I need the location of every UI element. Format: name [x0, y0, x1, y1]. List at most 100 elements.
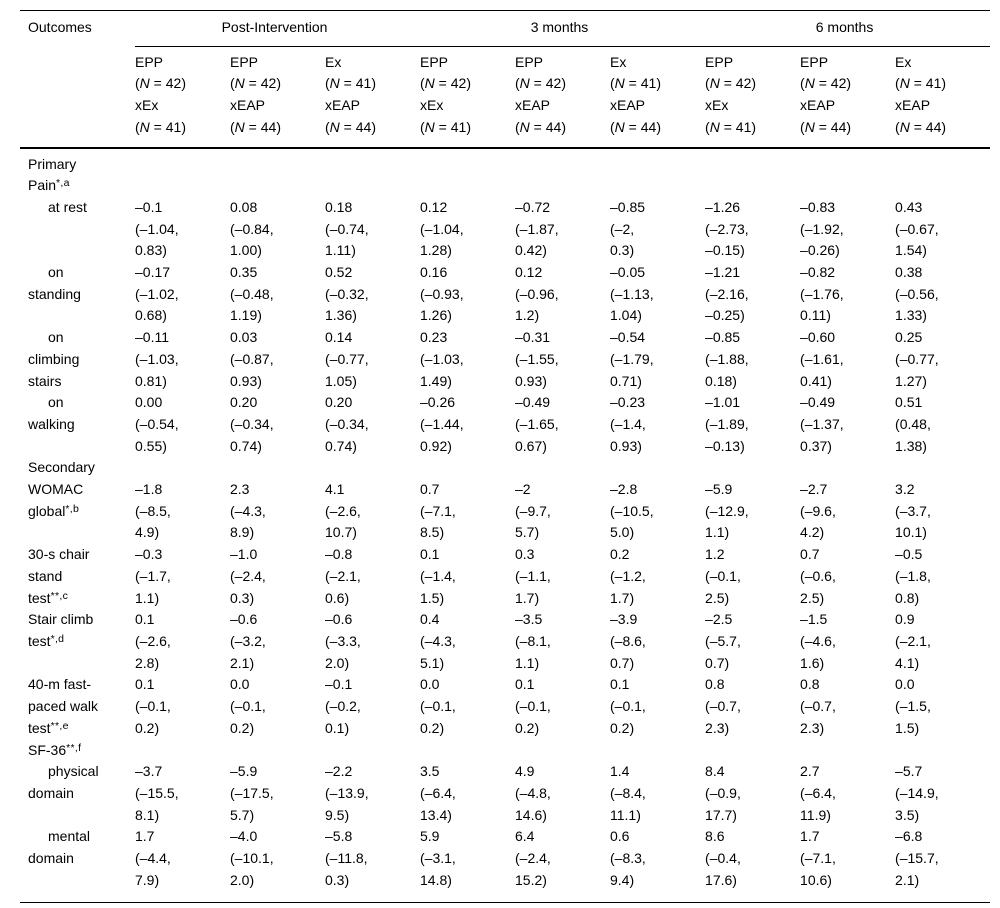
column-header-6: Ex (N = 41) xEAP (N = 44) [610, 46, 706, 149]
footnote-marker: **,e [50, 719, 69, 732]
estimate-cell-r4-c6: –0.05 (–1.13, 1.04) [610, 264, 654, 324]
n-variable: N [234, 118, 245, 135]
estimate-cell-r14-c4: 5.9 (–3.1, 14.8) [420, 828, 456, 888]
estimate-cell-r9-c1: –0.3 (–1.7, 1.1) [135, 546, 171, 606]
estimate-cell-r11-c8: 0.8 (–0.7, 2.3) [800, 676, 836, 736]
footnote-marker: **,f [66, 741, 82, 754]
estimate-cell-r9-c7: 1.2 (–0.1, 2.5) [705, 546, 741, 606]
n-variable: N [804, 75, 815, 92]
estimate-cell-r14-c7: 8.6 (–0.4, 17.6) [705, 828, 741, 888]
estimate-cell-r13-c1: –3.7 (–15.5, 8.1) [135, 763, 179, 823]
outcomes-table: Outcomes Post-Intervention 3 months 6 mont… [20, 10, 991, 904]
estimate-cell-r3-c5: –0.72 (–1.87, 0.42) [515, 198, 559, 259]
estimate-cell-r13-c6: 1.4 (–8.4, 11.1) [610, 763, 646, 823]
estimate-cell-r6-c9: 0.51 (0.48, 1.38) [895, 394, 931, 454]
estimate-cell-r8-c1: –1.8 (–8.5, 4.9) [135, 481, 171, 541]
row-label: WOMAC global*,b [28, 481, 84, 519]
estimate-cell-r8-c6: –2.8 (–10.5, 5.0) [610, 481, 654, 541]
n-variable: N [899, 75, 910, 92]
estimate-cell-r5-c8: –0.60 (–1.61, 0.41) [800, 329, 844, 389]
estimate-cell-r11-c3: –0.1 (–0.2, 0.1) [325, 676, 361, 736]
estimate-cell-r10-c3: –0.6 (–3.3, 2.0) [325, 611, 361, 671]
column-header-3: Ex (N = 41) xEAP (N = 44) [325, 46, 420, 149]
column-header-5: EPP (N = 42) xEAP (N = 44) [515, 46, 610, 149]
column-header-2: EPP (N = 42) xEAP (N = 44) [230, 46, 325, 149]
estimate-cell-r5-c7: –0.85 (–1.88, 0.18) [705, 329, 749, 389]
estimate-cell-r14-c1: 1.7 (–4.4, 7.9) [135, 828, 171, 888]
empty-cell [135, 175, 990, 197]
estimate-cell-r9-c2: –1.0 (–2.4, 0.3) [230, 546, 266, 606]
n-variable: N [424, 75, 435, 92]
column-header-4: EPP (N = 42) xEx (N = 41) [420, 46, 515, 149]
column-header-1: EPP (N = 42) xEx (N = 41) [135, 46, 230, 149]
table-row: 40-m fast- paced walk test**,e 0.1 (–0.1,… [20, 674, 990, 739]
estimate-cell-r5-c6: –0.54 (–1.79, 0.71) [610, 329, 654, 389]
n-variable: N [139, 75, 150, 92]
estimate-cell-r9-c4: 0.1 (–1.4, 1.5) [420, 546, 456, 606]
spanner-header-2: 3 months [420, 10, 706, 47]
column-header-8: EPP (N = 42) xEAP (N = 44) [800, 46, 896, 149]
table-row: on walking 0.00 (–0.54, 0.55) 0.20 (–0.34,… [20, 392, 990, 457]
estimate-cell-r4-c1: –0.17 (–1.02, 0.68) [135, 264, 179, 324]
estimate-cell-r14-c5: 6.4 (–2.4, 15.2) [515, 828, 551, 888]
footnote-marker: *,b [65, 502, 80, 515]
empty-cell [135, 148, 990, 176]
estimate-cell-r5-c9: 0.25 (–0.77, 1.27) [895, 329, 939, 389]
estimate-cell-r5-c5: –0.31 (–1.55, 0.93) [515, 329, 559, 389]
estimate-cell-r13-c5: 4.9 (–4.8, 14.6) [515, 763, 551, 823]
section-row: Primary [20, 148, 990, 176]
spanner-header-3: 6 months [705, 10, 991, 47]
estimate-cell-r3-c8: –0.83 (–1.92, –0.26) [800, 198, 844, 259]
estimate-cell-r14-c9: –6.8 (–15.7, 2.1) [895, 828, 939, 888]
spanner-header-row: Outcomes Post-Intervention 3 months 6 mont… [20, 10, 991, 149]
estimate-cell-r10-c8: –1.5 (–4.6, 1.6) [800, 611, 836, 671]
empty-cell [135, 740, 990, 762]
estimate-cell-r3-c7: –1.26 (–2.73, –0.15) [705, 198, 749, 259]
estimate-cell-r9-c8: 0.7 (–0.6, 2.5) [800, 546, 836, 606]
estimate-cell-r10-c5: –3.5 (–8.1, 1.1) [515, 611, 551, 671]
n-variable: N [139, 118, 150, 135]
table-row: physical domain –3.7 (–15.5, 8.1) –5.9 (–1… [20, 761, 990, 826]
estimate-cell-r8-c5: –2 (–9.7, 5.7) [515, 481, 551, 541]
estimate-cell-r4-c5: 0.12 (–0.96, 1.2) [515, 264, 559, 324]
estimate-cell-r8-c8: –2.7 (–9.6, 4.2) [800, 481, 836, 541]
estimate-cell-r11-c2: 0.0 (–0.1, 0.2) [230, 676, 266, 736]
estimate-cell-r3-c4: 0.12 (–1.04, 1.28) [420, 198, 464, 259]
estimate-cell-r4-c9: 0.38 (–0.56, 1.33) [895, 264, 939, 324]
table-row: Stair climb test*,d 0.1 (–2.6, 2.8) –0.6 (… [20, 609, 990, 674]
group-header-row: EPP (N = 42) xEx (N = 41) EPP (N = 42) xE… [20, 46, 991, 149]
estimate-cell-r6-c6: –0.23 (–1.4, 0.93) [610, 394, 646, 454]
estimate-cell-r10-c7: –2.5 (–5.7, 0.7) [705, 611, 741, 671]
estimate-cell-r6-c3: 0.20 (–0.34, 0.74) [325, 394, 369, 454]
estimate-cell-r11-c5: 0.1 (–0.1, 0.2) [515, 676, 551, 736]
estimate-cell-r6-c4: –0.26 (–1.44, 0.92) [420, 394, 464, 454]
table-row: 30-s chair stand test**,c –0.3 (–1.7, 1.1… [20, 544, 990, 609]
n-variable: N [709, 75, 720, 92]
section-label: Pain*,a [28, 177, 70, 194]
row-label: Stair climb test*,d [28, 611, 94, 649]
estimate-cell-r10-c1: 0.1 (–2.6, 2.8) [135, 611, 171, 671]
estimate-cell-r13-c9: –5.7 (–14.9, 3.5) [895, 763, 939, 823]
estimate-cell-r9-c9: –0.5 (–1.8, 0.8) [895, 546, 931, 606]
footnote-marker: *,a [56, 177, 70, 190]
estimate-cell-r13-c3: –2.2 (–13.9, 9.5) [325, 763, 369, 823]
section-label: SF-36**,f [28, 741, 82, 758]
row-label: physical domain [28, 763, 99, 801]
estimate-cell-r10-c6: –3.9 (–8.6, 0.7) [610, 611, 646, 671]
estimate-cell-r11-c4: 0.0 (–0.1, 0.2) [420, 676, 456, 736]
n-variable: N [614, 75, 625, 92]
estimate-cell-r14-c8: 1.7 (–7.1, 10.6) [800, 828, 836, 888]
estimate-cell-r9-c3: –0.8 (–2.1, 0.6) [325, 546, 361, 606]
estimate-cell-r4-c8: –0.82 (–1.76, 0.11) [800, 264, 844, 324]
estimate-cell-r3-c1: –0.1 (–1.04, 0.83) [135, 198, 179, 259]
column-header-9: Ex (N = 41) xEAP (N = 44) [895, 46, 991, 149]
estimate-cell-r4-c7: –1.21 (–2.16, –0.25) [705, 264, 749, 324]
n-variable: N [519, 118, 530, 135]
table-body: Primary Pain*,a at rest –0.1 (–1.04, 0.83) 0… [20, 148, 990, 903]
estimate-cell-r6-c8: –0.49 (–1.37, 0.37) [800, 394, 844, 454]
estimate-cell-r11-c7: 0.8 (–0.7, 2.3) [705, 676, 741, 736]
estimate-cell-r10-c9: 0.9 (–2.1, 4.1) [895, 611, 931, 671]
n-variable: N [329, 118, 340, 135]
estimate-cell-r5-c3: 0.14 (–0.77, 1.05) [325, 329, 369, 389]
